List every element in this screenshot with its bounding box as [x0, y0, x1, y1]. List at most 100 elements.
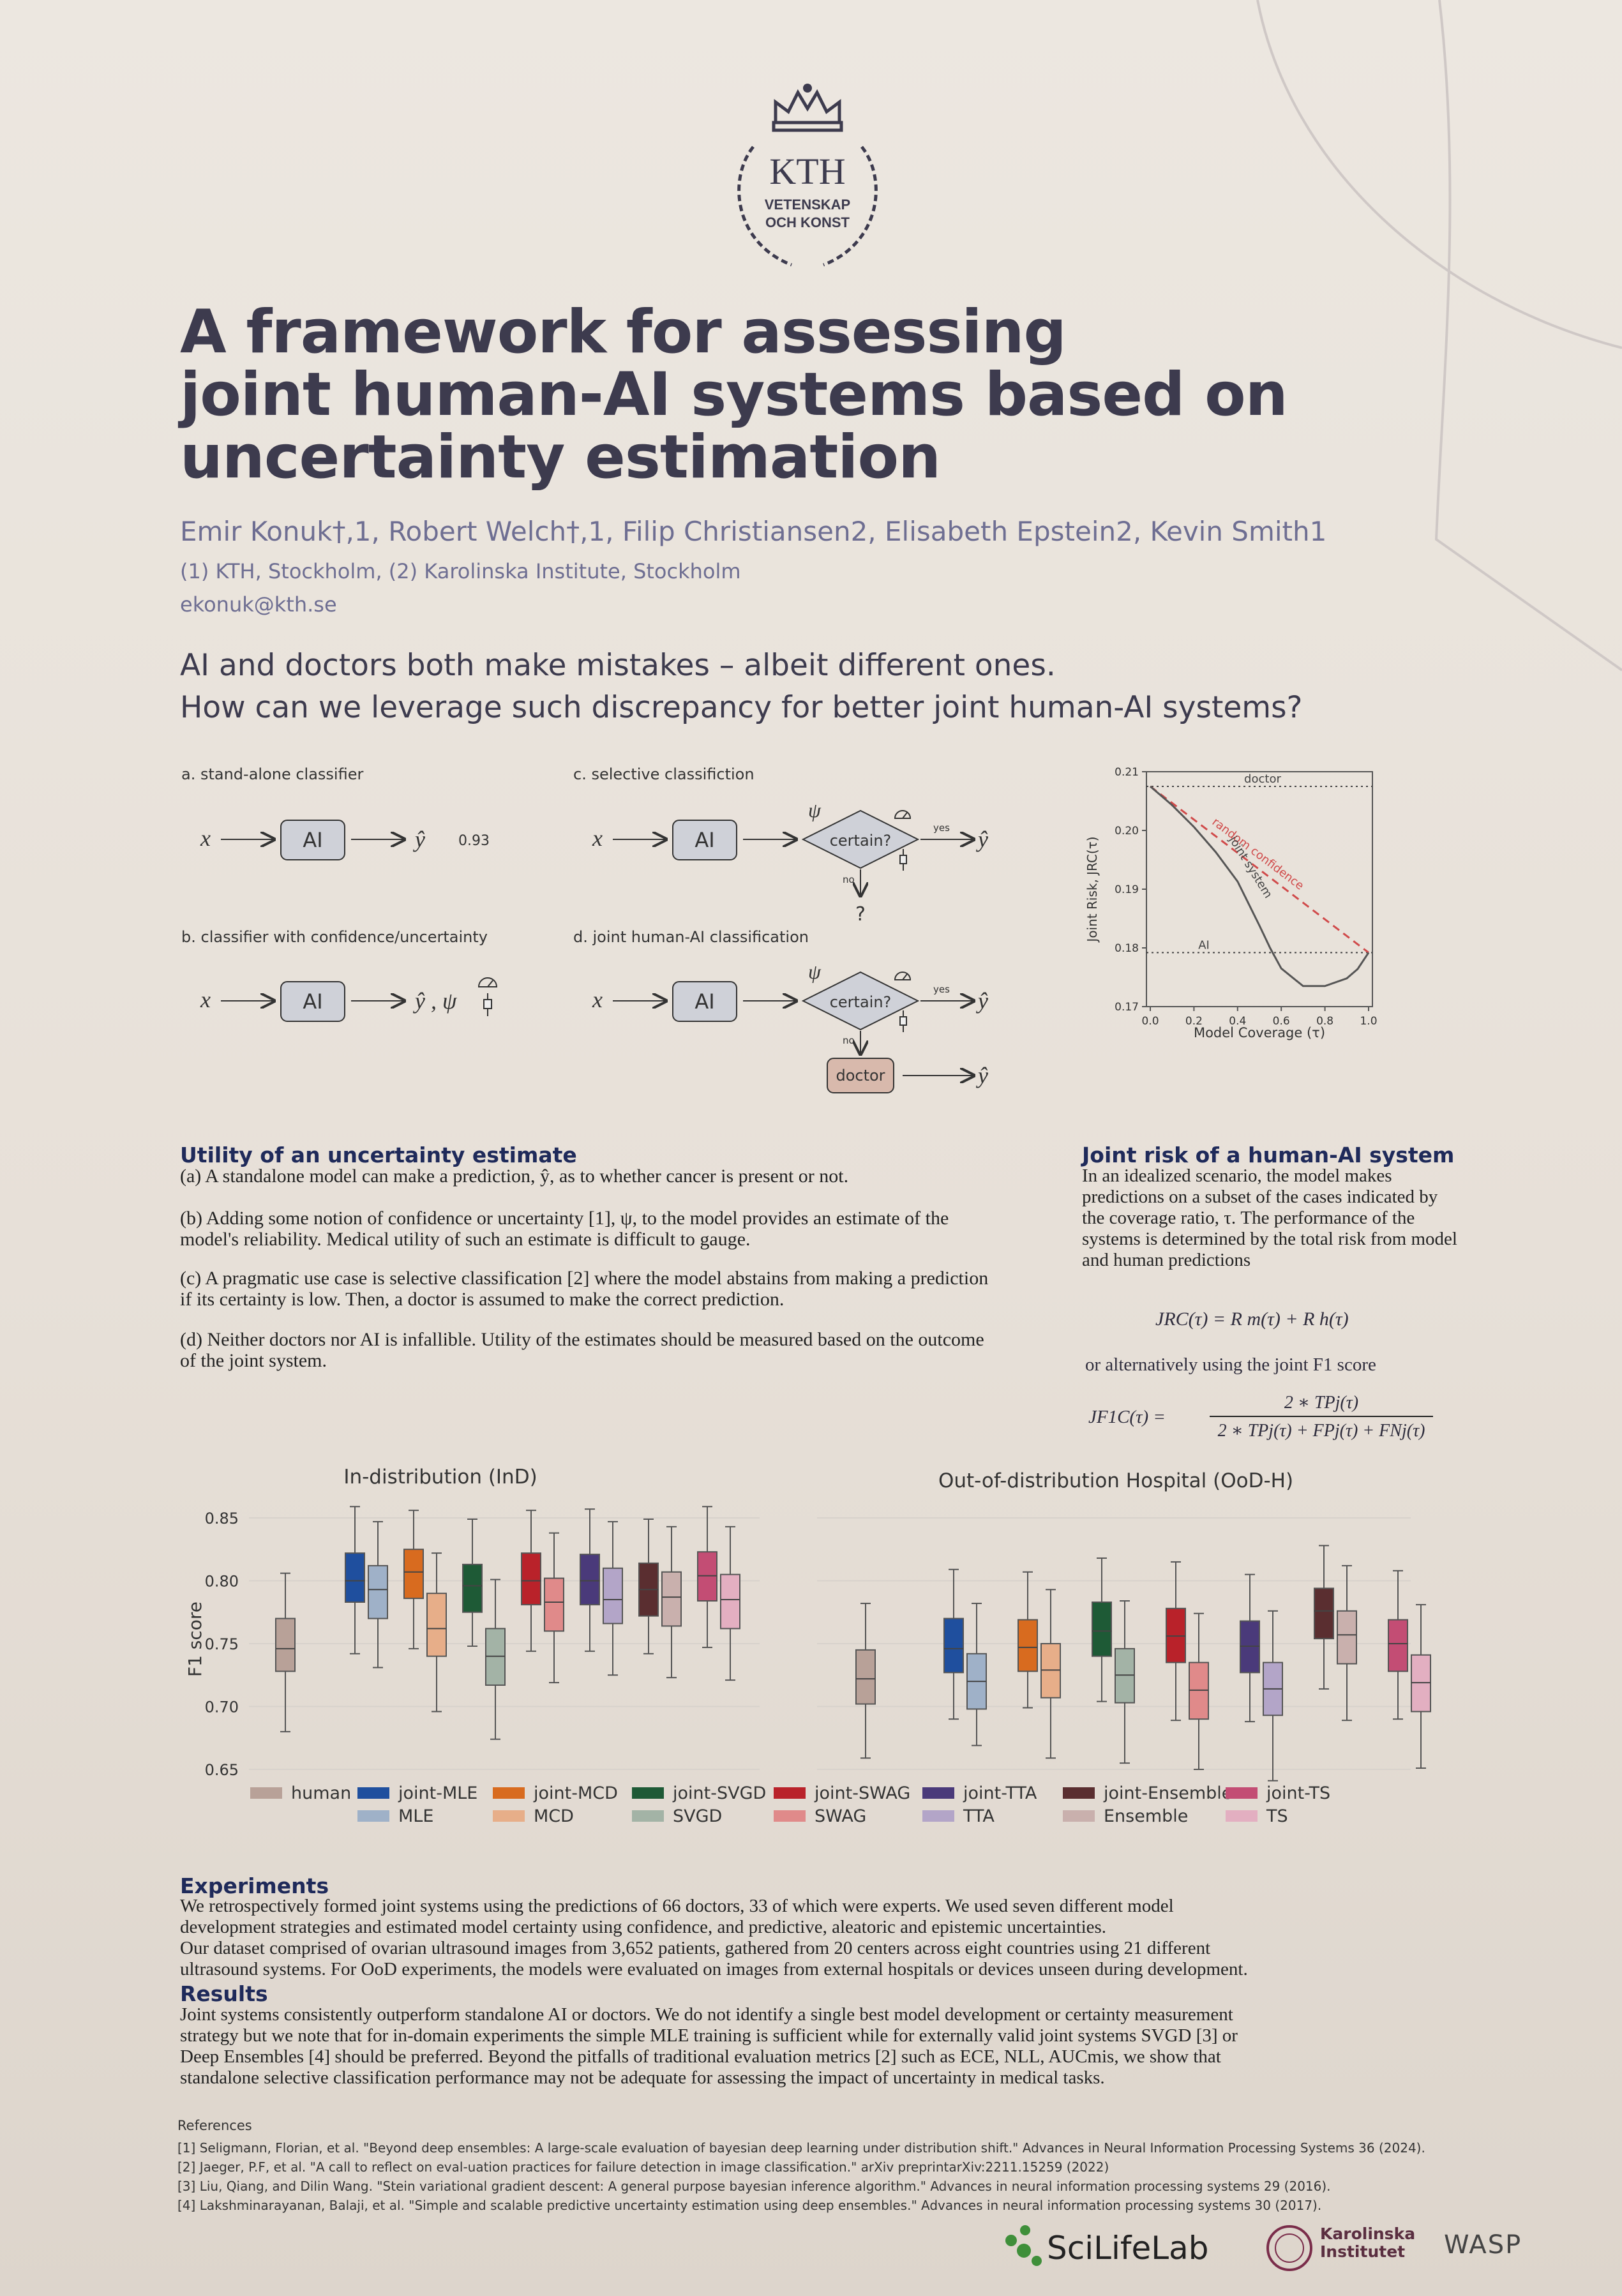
legend-swatch — [493, 1810, 525, 1822]
y-tick-label: 0.75 — [205, 1635, 239, 1653]
legend-item: joint-MCD — [493, 1783, 618, 1803]
title-line: uncertainty estimation — [180, 423, 941, 492]
legend-label: human — [291, 1783, 351, 1803]
kth-crown-logo: KTH VETENSKAP OCH KONST — [737, 84, 878, 267]
svg-text:AI: AI — [695, 828, 714, 852]
jf1c-denominator: 2 ∗ TPj(τ) + FPj(τ) + FNj(τ) — [1217, 1421, 1425, 1441]
joint-system-curve — [1150, 785, 1370, 987]
reference-item: [1] Seligmann, Florian, et al. "Beyond d… — [177, 2140, 1425, 2156]
svg-text:ŷ: ŷ — [976, 827, 988, 852]
legend-item: TTA — [922, 1806, 995, 1826]
box-tta — [1263, 1610, 1283, 1782]
svg-text:yes: yes — [933, 822, 950, 834]
boxplot-icon — [899, 1010, 907, 1032]
panel-c-label: c. selective classifiction — [573, 765, 755, 783]
box-mle — [966, 1602, 987, 1746]
results-title: Results — [180, 1981, 268, 2006]
svg-text:x: x — [592, 825, 603, 851]
utility-title: Utility of an uncertainty estimate — [180, 1143, 577, 1167]
box-tta-joint — [1240, 1573, 1260, 1723]
y-tick-label: 0.65 — [205, 1761, 239, 1779]
legend-label: joint-TS — [1266, 1783, 1330, 1803]
panel-d-label: d. joint human-AI classification — [573, 928, 809, 946]
results-line: standalone selective classification perf… — [180, 2067, 1105, 2088]
jrc-ylabel: Joint Risk, JRC(τ) — [1085, 836, 1100, 943]
legend-swatch — [250, 1787, 282, 1799]
svg-text:certain?: certain? — [830, 832, 892, 850]
legend-swatch — [1063, 1787, 1095, 1799]
scilifelab-logo: SciLifeLab — [1047, 2230, 1209, 2267]
svg-text:AI: AI — [303, 828, 322, 852]
legend-label: TTA — [963, 1806, 995, 1826]
box-mcd-joint — [1018, 1571, 1038, 1709]
box-body — [603, 1567, 623, 1624]
panel-a-label: a. stand-alone classifier — [181, 765, 363, 783]
box-body — [426, 1593, 447, 1657]
legend-item: SWAG — [774, 1806, 866, 1826]
poster-title: A framework for assessing joint human-AI… — [180, 297, 1288, 492]
box-tta — [603, 1520, 623, 1676]
box-human — [275, 1572, 296, 1732]
box-svgd — [485, 1579, 506, 1740]
box-ts-joint — [1388, 1570, 1408, 1720]
box-body — [275, 1617, 296, 1672]
svg-text:no: no — [843, 1035, 855, 1046]
x-tick-label: 0.2 — [1185, 1015, 1203, 1028]
lead-question: AI and doctors both make mistakes – albe… — [180, 645, 1303, 729]
box-swag — [1189, 1612, 1209, 1770]
legend-swatch — [632, 1787, 664, 1799]
results-line: Deep Ensembles [4] should be preferred. … — [180, 2046, 1221, 2067]
alternative-text: or alternatively using the joint F1 scor… — [1085, 1354, 1376, 1375]
svg-text:no: no — [843, 874, 855, 885]
svg-text:0.93: 0.93 — [458, 833, 490, 849]
box-mcd-joint — [403, 1510, 424, 1649]
affiliations: (1) KTH, Stockholm, (2) Karolinska Insti… — [180, 559, 741, 583]
jf1c-numerator: 2 ∗ TPj(τ) — [1284, 1393, 1359, 1413]
box-ensemble — [661, 1526, 682, 1679]
random-confidence-line — [1150, 785, 1369, 954]
box-body — [544, 1577, 564, 1632]
box-ts-joint — [697, 1506, 717, 1648]
legend-label: joint-SWAG — [814, 1783, 910, 1803]
boxplot-icon — [483, 993, 492, 1016]
svg-text:ŷ: ŷ — [413, 827, 425, 852]
x-tick-label: 0.8 — [1316, 1015, 1333, 1028]
box-body — [462, 1563, 483, 1613]
box-body — [345, 1552, 365, 1603]
lead-line: How can we leverage such discrepancy for… — [180, 690, 1303, 725]
gauge-icon — [477, 977, 498, 987]
utility-list: (a) A standalone model can make a predic… — [180, 1166, 1010, 1376]
classifier-diagrams: a. stand-alone classifier b. classifier … — [181, 765, 988, 1093]
legend-label: SVGD — [673, 1806, 722, 1826]
box-ts — [1411, 1603, 1431, 1769]
ai-label: AI — [1198, 938, 1210, 952]
utility-item: (a) A standalone model can make a predic… — [180, 1166, 849, 1187]
authors: Emir Konuk†,1, Robert Welch†,1, Filip Ch… — [180, 516, 1327, 547]
f1-boxplot-chart: 0.65 0.70 0.75 0.80 0.85 human joint-MLE MLE jo… — [184, 1466, 1431, 1826]
box-svgd-joint — [1092, 1557, 1112, 1702]
svg-text:OCH KONST: OCH KONST — [765, 214, 850, 230]
reference-item: [2] Jaeger, P.F, et al. "A call to refle… — [177, 2159, 1109, 2175]
wasp-logo: WASP — [1444, 2230, 1522, 2260]
y-tick-label: 0.19 — [1115, 883, 1139, 896]
boxplot-icon — [899, 849, 907, 871]
y-tick-label: 0.18 — [1115, 942, 1139, 955]
box-swag — [544, 1532, 564, 1684]
svg-text:ŷ: ŷ — [976, 1063, 988, 1088]
svg-text:certain?: certain? — [830, 993, 892, 1011]
panel-b-label: b. classifier with confidence/uncertaint… — [181, 928, 488, 946]
experiments-line: development strategies and estimated mod… — [180, 1917, 1107, 1937]
box-ensemble-joint — [638, 1518, 659, 1654]
legend-swatch — [357, 1810, 389, 1822]
legend-label: MCD — [534, 1806, 574, 1826]
y-tick-label: 0.85 — [205, 1510, 239, 1527]
box-body — [720, 1573, 740, 1630]
email-link[interactable]: ekonuk@kth.se — [180, 592, 337, 617]
svg-text:x: x — [592, 987, 603, 1012]
box-body — [580, 1554, 600, 1605]
svg-text:yes: yes — [933, 984, 950, 995]
legend-label: joint-MCD — [533, 1783, 618, 1803]
experiments-line: ultrasound systems. For OoD experiments,… — [180, 1959, 1248, 1979]
title-line: A framework for assessing — [180, 297, 1067, 367]
